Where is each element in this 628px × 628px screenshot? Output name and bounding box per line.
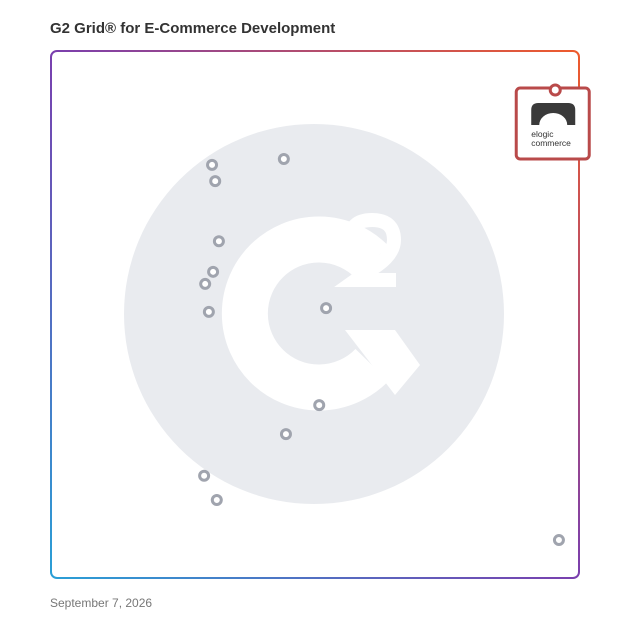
title: G2 Grid® for E-Commerce Development [50,20,335,37]
highlight-point [548,83,562,97]
product-point [209,175,222,188]
date: September 7, 2026 [50,596,152,610]
vendor-logo [531,102,576,125]
grid-border [50,50,580,579]
product-point [206,158,219,171]
product-point [277,153,290,166]
vendor-name: elogic [531,129,554,139]
product-point [210,494,223,507]
product-point [279,428,292,441]
product-point [320,302,333,315]
product-point [202,305,215,318]
product-point [313,399,326,412]
product-point [552,534,565,547]
product-point [199,277,212,290]
vendor-name: commerce [531,138,571,148]
product-point [212,235,225,248]
product-point [198,469,211,482]
product-point [207,265,220,278]
highlight-box [514,86,591,161]
